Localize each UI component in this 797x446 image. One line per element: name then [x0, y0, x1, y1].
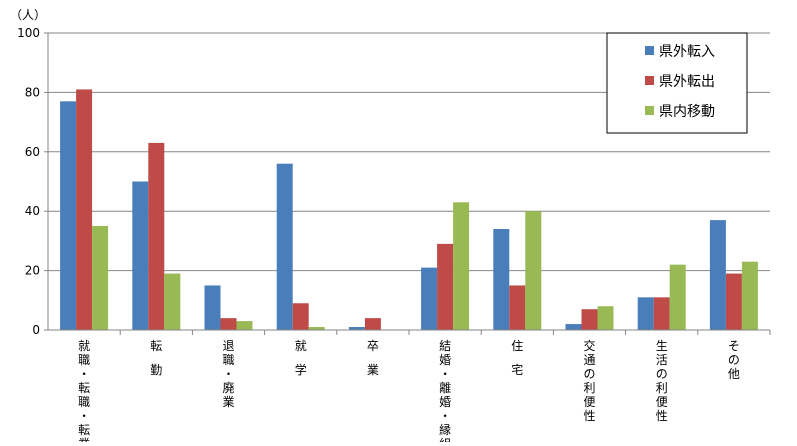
axes [44, 32, 771, 335]
bar [493, 229, 510, 330]
bar [637, 297, 654, 330]
bar [164, 273, 181, 330]
legend-swatch [645, 46, 654, 55]
bar [725, 273, 742, 330]
x-tick-label: 生活の利便性 [656, 339, 668, 423]
x-tick-label: 住宅 [511, 339, 523, 377]
bar [276, 163, 293, 330]
bar [220, 318, 237, 330]
y-tick-label: 80 [25, 85, 40, 99]
y-tick-label: 20 [25, 264, 40, 278]
legend-swatch [645, 76, 654, 85]
legend-label: 県外転入 [659, 44, 715, 60]
y-tick-labels: 0 20 40 60 80 100 [17, 26, 40, 337]
x-tick-label: 転勤 [150, 339, 162, 377]
bar [437, 243, 454, 330]
x-tick-label: 結婚・離婚・縁組 [439, 339, 451, 442]
bar [709, 220, 726, 330]
bar [92, 226, 109, 330]
x-tick-label: 就職・転職・転業 [78, 339, 90, 442]
y-tick-label: 40 [25, 204, 40, 218]
bar [565, 324, 582, 330]
bars [60, 89, 758, 331]
bar [60, 101, 77, 330]
x-tick-label: 卒業 [367, 339, 379, 377]
bar [597, 306, 614, 330]
legend-swatch [645, 106, 654, 115]
bar [132, 181, 149, 330]
x-tick-label: その他 [728, 339, 740, 381]
bar [148, 142, 165, 330]
x-tick-label: 退職・廃業 [222, 339, 234, 409]
y-unit-label: （人） [10, 8, 46, 22]
bar [653, 297, 670, 330]
y-tick-label: 0 [32, 323, 40, 337]
bar [236, 321, 253, 330]
bar [348, 327, 365, 330]
bar [76, 89, 93, 331]
bar [581, 309, 598, 330]
legend-box [606, 32, 748, 134]
bar [421, 267, 438, 330]
bar [741, 261, 758, 330]
bar [364, 318, 381, 330]
y-tick-label: 100 [17, 26, 40, 40]
x-tick-label: 交通の利便性 [583, 338, 595, 423]
legend-label: 県内移動 [659, 104, 715, 120]
bar [453, 202, 470, 330]
bar [204, 285, 221, 330]
bar [525, 211, 542, 330]
x-tick-label: 就学 [295, 339, 307, 377]
bar [292, 303, 309, 330]
x-tick-labels: 就職・転職・転業 転勤 退職・廃業 就学 卒業 結婚・離婚・縁組 住宅 交通の利便性 生活の利便… [78, 338, 740, 446]
bar [308, 327, 325, 330]
y-tick-label: 60 [25, 145, 40, 159]
legend-label: 県外転出 [659, 74, 715, 90]
bar [669, 264, 686, 330]
bar [509, 285, 526, 330]
